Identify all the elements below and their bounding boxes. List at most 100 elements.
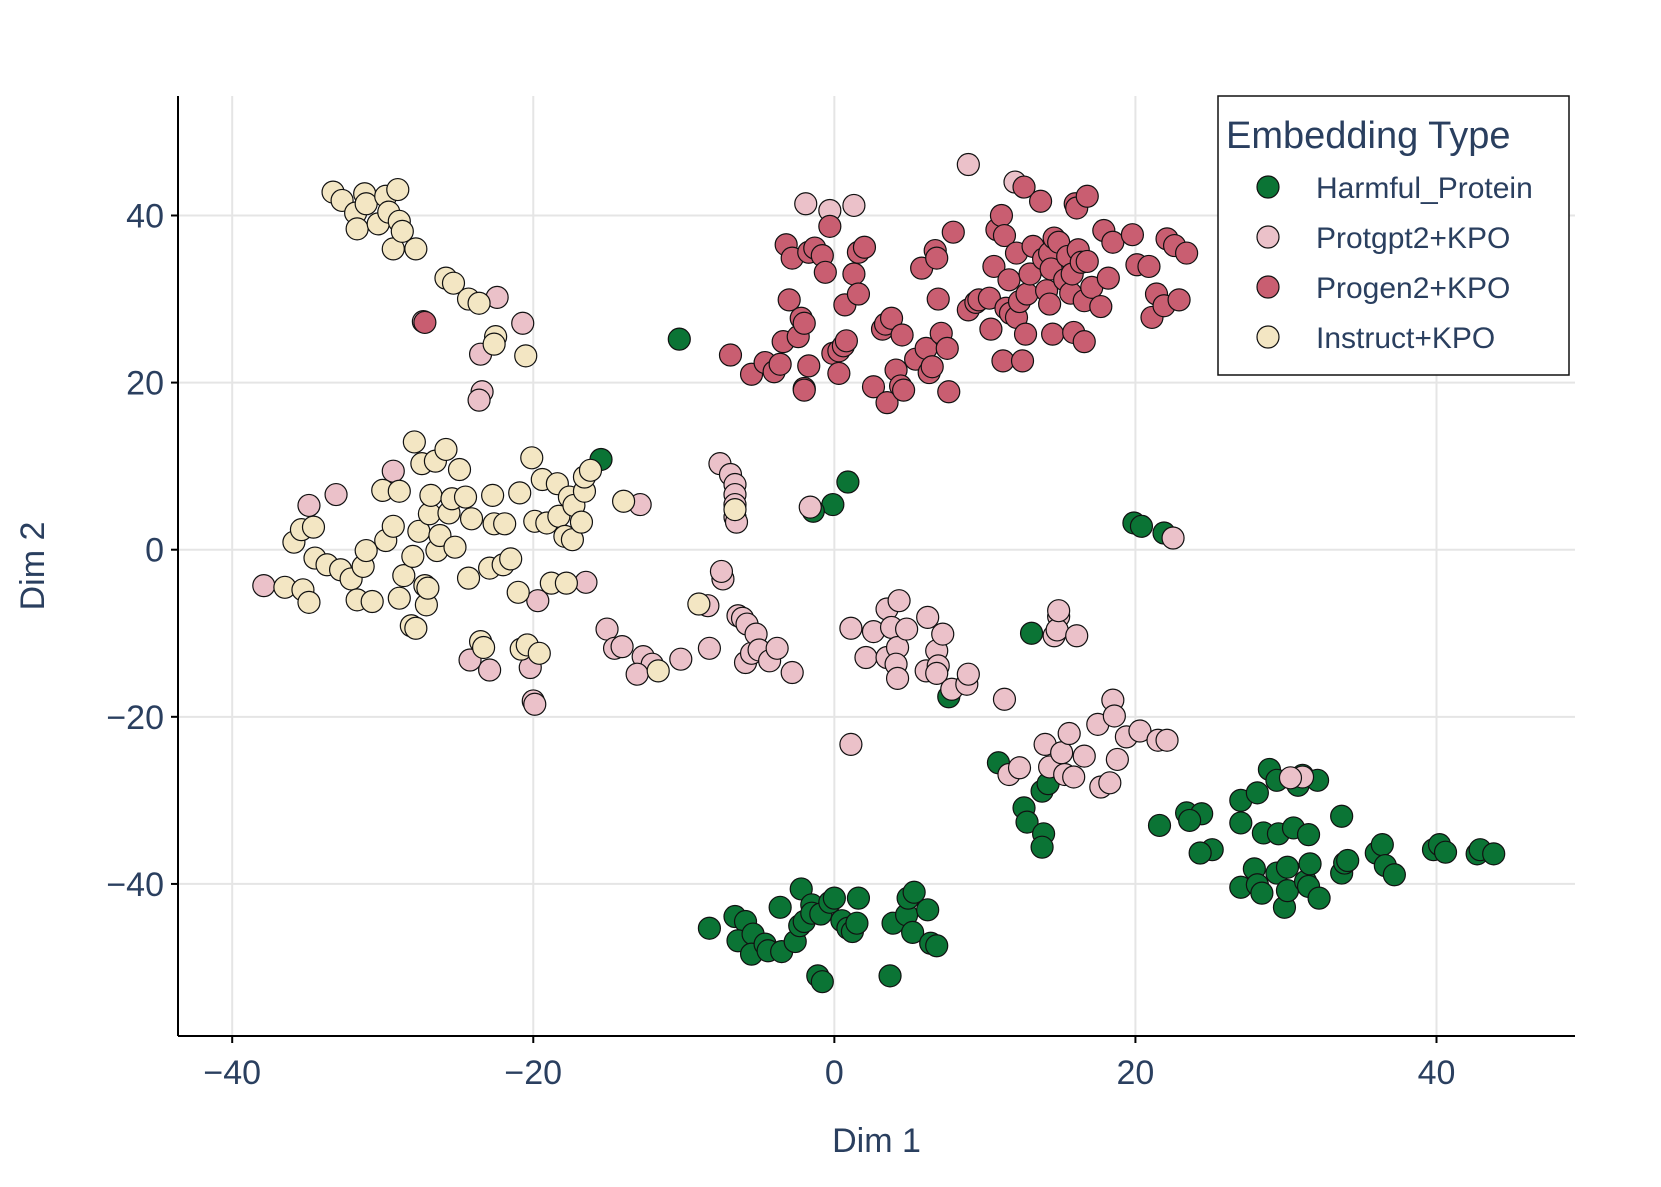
data-point [1129,514,1154,538]
data-point [797,354,821,378]
data-point [810,970,834,994]
data-point [1137,254,1161,279]
x-tick-label: −20 [504,1054,562,1092]
data-point [821,492,845,517]
data-point [1298,852,1322,876]
legend-label-protgpt2-kpo: Protgpt2+KPO [1316,222,1510,255]
legend-marker-protgpt2-kpo [1256,225,1280,249]
data-point [1030,835,1054,859]
data-point [481,483,505,507]
data-point [482,332,506,356]
data-point [1296,823,1321,847]
legend-label-harmful-protein: Harmful_Protein [1316,172,1533,205]
data-point [931,622,955,646]
y-tick-label: 20 [126,365,164,403]
data-point [1245,781,1269,805]
data-point [916,605,940,629]
data-point [578,458,603,482]
data-point [1019,621,1044,645]
data-point [1275,855,1300,879]
data-point [416,576,440,600]
data-point [471,635,496,660]
data-point [916,898,940,922]
y-tick-label: 0 [145,532,164,570]
data-point [345,217,369,241]
legend-marker-progen2-kpo [1256,275,1280,299]
data-point [569,510,594,534]
data-point [1089,294,1113,319]
data-point [456,566,481,590]
data-point [386,177,410,202]
data-point [765,636,789,660]
data-point [447,457,472,482]
data-point [493,512,517,536]
data-point [1482,842,1506,866]
data-point [992,687,1017,711]
data-point [1041,322,1065,346]
data-point [390,219,414,243]
data-point [956,662,980,686]
data-point [1012,175,1036,199]
data-point [839,732,863,756]
data-point [574,570,598,594]
y-tick-label: 40 [126,197,164,235]
data-point [697,916,722,940]
data-point [1045,618,1069,642]
x-axis-title: Dim 1 [832,1122,921,1160]
x-tick-label: 20 [1117,1054,1155,1092]
data-point [1047,599,1071,623]
data-point [1278,766,1303,790]
data-point [925,661,949,685]
data-point [875,391,899,415]
data-point [991,349,1015,373]
data-point [1155,728,1179,752]
data-point [1028,189,1053,213]
tick-labels: −40 −20 0 20 40 −40 −20 0 20 40 [106,197,1455,1092]
data-point [895,617,919,641]
data-point [523,692,547,716]
data-point [709,559,734,584]
legend-marker-harmful-protein [1256,175,1280,199]
data-point [1336,848,1360,873]
data-point [989,203,1014,228]
data-point [511,311,535,335]
data-point [443,535,467,559]
x-tick-label: 40 [1418,1054,1456,1092]
data-point [381,514,405,538]
data-point [697,636,722,660]
data-point [834,329,858,353]
y-tick-label: −20 [106,699,164,737]
legend-title: Embedding Type [1226,115,1511,157]
data-point [354,538,378,563]
data-point [1072,744,1096,768]
data-point [901,920,925,944]
data-point [1062,765,1086,789]
data-point [453,485,478,509]
data-point [381,459,405,483]
data-point [1250,881,1274,905]
data-point [723,498,747,522]
data-point [1098,771,1122,795]
data-point [768,895,792,919]
data-point [1178,808,1202,833]
data-point [768,352,792,376]
data-point [813,260,837,284]
data-point [646,659,670,683]
data-point [434,437,458,462]
data-point [827,361,851,386]
data-point [818,214,842,238]
data-point [514,344,538,368]
data-point [925,934,949,958]
data-point [997,268,1021,292]
data-point [885,666,910,690]
scatter-points [252,152,1506,994]
data-point [324,482,348,507]
data-point [1096,266,1120,290]
legend-label-progen2-kpo: Progen2+KPO [1316,272,1510,305]
data-point [1075,249,1099,274]
data-point [610,635,634,659]
data-point [401,544,425,568]
data-point [1330,804,1354,828]
data-point [520,446,544,470]
data-point [822,886,846,910]
